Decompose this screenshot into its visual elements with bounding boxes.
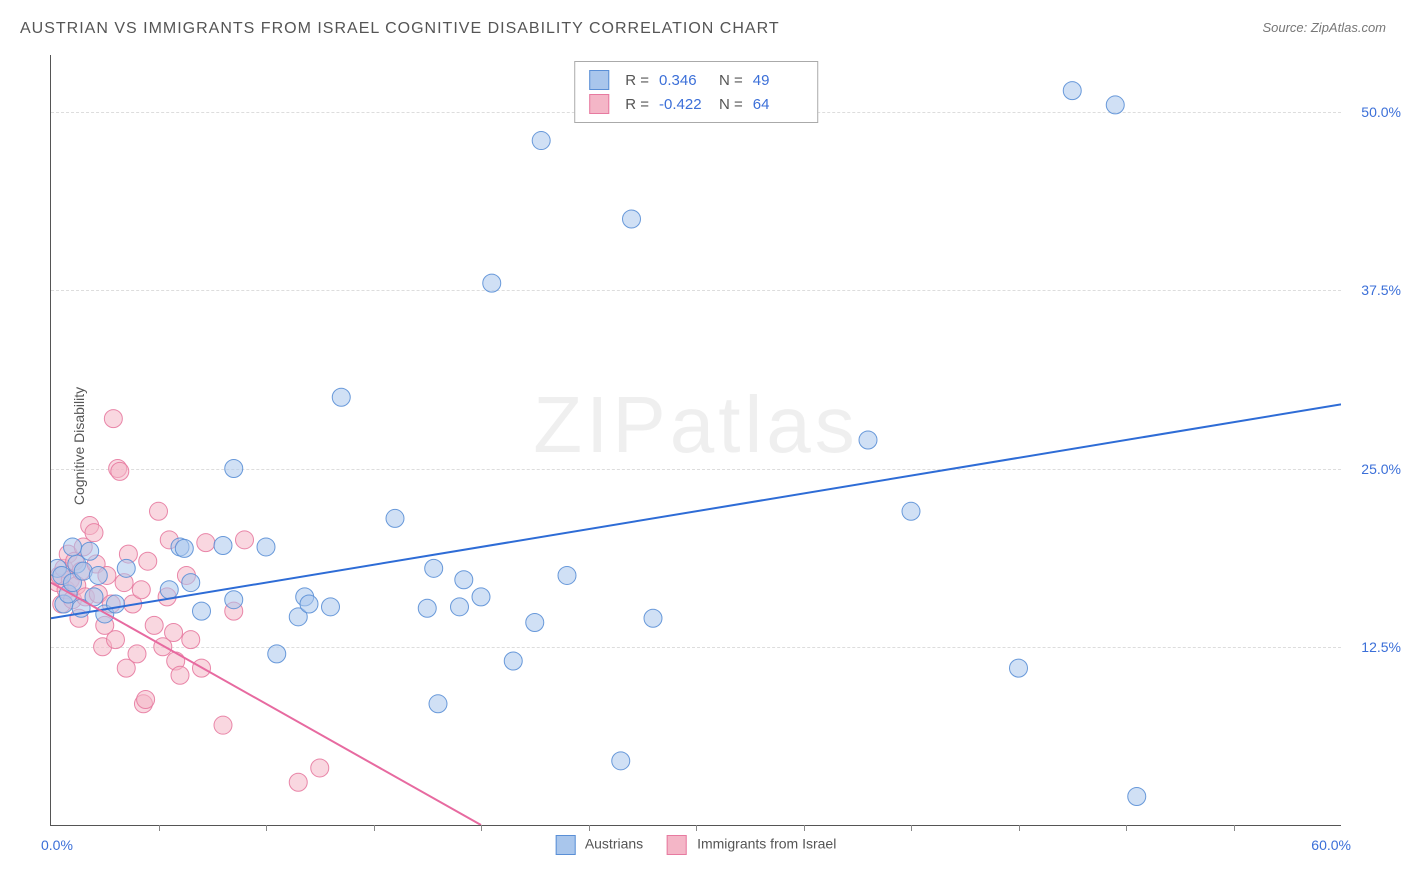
- x-min-label: 0.0%: [41, 837, 73, 853]
- x-max-label: 60.0%: [1311, 837, 1351, 853]
- y-tick-label: 25.0%: [1361, 461, 1401, 477]
- series1-label: Austrians: [585, 836, 643, 852]
- y-tick-label: 37.5%: [1361, 282, 1401, 298]
- y-tick-label: 50.0%: [1361, 104, 1401, 120]
- series2-label: Immigrants from Israel: [697, 836, 836, 852]
- r-label-1: R =: [625, 72, 649, 89]
- plot-area: ZIPatlas R = 0.346 N = 49 R = -0.422 N =…: [50, 55, 1341, 826]
- n-value-1: 49: [753, 72, 803, 89]
- r-value-2: -0.422: [659, 96, 709, 113]
- x-legend-item-2: Immigrants from Israel: [667, 835, 836, 855]
- correlation-legend: R = 0.346 N = 49 R = -0.422 N = 64: [574, 61, 818, 123]
- swatch-austrians-icon: [556, 835, 576, 855]
- scatter-svg: [51, 55, 1341, 825]
- r-label-2: R =: [625, 96, 649, 113]
- source-label: Source: ZipAtlas.com: [1262, 20, 1386, 35]
- chart-title: AUSTRIAN VS IMMIGRANTS FROM ISRAEL COGNI…: [20, 20, 780, 38]
- x-axis-legend: Austrians Immigrants from Israel: [556, 835, 837, 855]
- n-label-2: N =: [719, 96, 743, 113]
- n-value-2: 64: [753, 96, 803, 113]
- legend-swatch-israel: [589, 94, 609, 114]
- legend-row-1: R = 0.346 N = 49: [589, 68, 803, 92]
- legend-swatch-austrians: [589, 70, 609, 90]
- legend-row-2: R = -0.422 N = 64: [589, 92, 803, 116]
- r-value-1: 0.346: [659, 72, 709, 89]
- x-legend-item-1: Austrians: [556, 835, 643, 855]
- y-tick-label: 12.5%: [1361, 639, 1401, 655]
- swatch-israel-icon: [667, 835, 687, 855]
- n-label-1: N =: [719, 72, 743, 89]
